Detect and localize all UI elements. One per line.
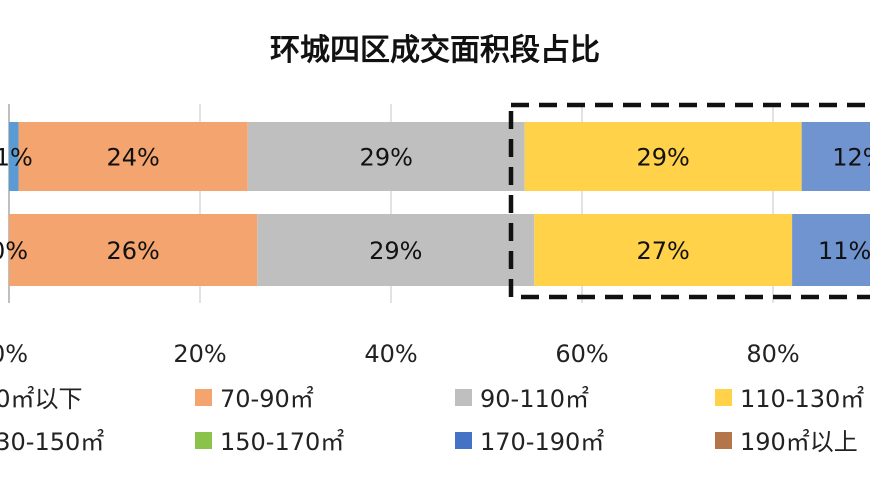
legend-label: 190㎡以上 xyxy=(740,428,858,456)
data-label: 12% xyxy=(832,144,870,172)
legend-swatch xyxy=(195,389,212,406)
data-label: 29% xyxy=(369,237,422,265)
data-label: 29% xyxy=(637,144,690,172)
x-tick-label: 60% xyxy=(555,340,608,368)
x-tick-label: 40% xyxy=(364,340,417,368)
legend-label: 70㎡以下 xyxy=(0,385,83,413)
bar-segment xyxy=(792,214,870,286)
data-label: 27% xyxy=(637,237,690,265)
bar-segment xyxy=(247,122,525,191)
bar-segment xyxy=(257,214,535,286)
data-label: 11% xyxy=(818,237,870,265)
data-label: 29% xyxy=(360,144,413,172)
legend-swatch xyxy=(195,432,212,449)
x-tick-label: 80% xyxy=(746,340,799,368)
bar-segment xyxy=(9,214,258,286)
legend-swatch xyxy=(455,432,472,449)
data-label: 0% xyxy=(0,237,28,265)
bars-group xyxy=(9,122,870,286)
x-tick-label: 0% xyxy=(0,340,28,368)
bar-segment xyxy=(801,122,870,191)
data-label: 24% xyxy=(106,144,159,172)
bar-segment xyxy=(9,122,19,191)
x-axis-ticks: 0% 20% 40% 60% 80% xyxy=(0,340,800,368)
legend-label: 170-190㎡ xyxy=(480,428,604,456)
bar-segment xyxy=(534,214,793,286)
data-label: 26% xyxy=(106,237,159,265)
highlight-dashed-box xyxy=(508,102,870,300)
x-tick-label: 20% xyxy=(173,340,226,368)
legend-label: 130-150㎡ xyxy=(0,428,104,456)
legend: 70㎡以下 70-90㎡ 90-110㎡ 110-130㎡ 130-150㎡ 150-17… xyxy=(0,385,864,456)
bar-segment xyxy=(524,122,802,191)
legend-label: 90-110㎡ xyxy=(480,385,589,413)
legend-label: 70-90㎡ xyxy=(220,385,314,413)
data-labels: 1% 24% 29% 29% 12% 0% 26% 29% 27% 11% xyxy=(0,144,870,266)
legend-swatch xyxy=(715,389,732,406)
legend-swatch xyxy=(455,389,472,406)
chart-title: 环城四区成交面积段占比 xyxy=(270,33,600,68)
data-label: 1% xyxy=(0,144,33,172)
legend-swatch xyxy=(715,432,732,449)
legend-label: 110-130㎡ xyxy=(740,385,864,413)
bar-segment xyxy=(18,122,248,191)
legend-label: 150-170㎡ xyxy=(220,428,344,456)
